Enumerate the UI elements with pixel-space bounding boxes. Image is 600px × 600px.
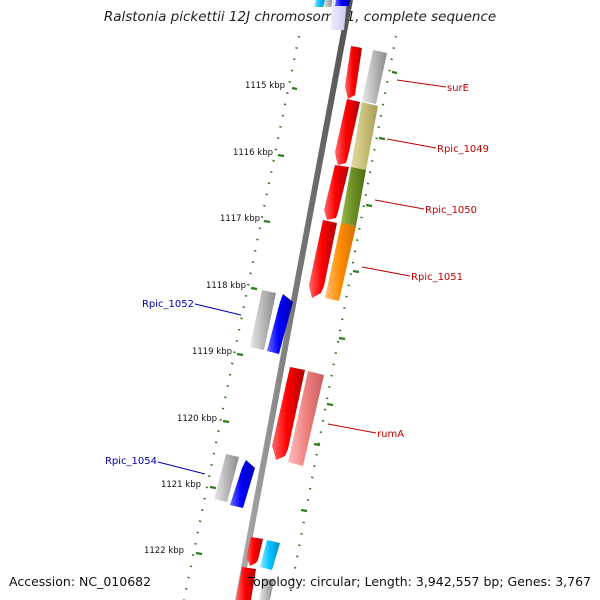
cds-rpic-1049: [335, 99, 360, 165]
scale-ticks: [195, 70, 398, 556]
map-title: Ralstonia pickettii 12J chromosome 1, co…: [103, 9, 497, 25]
tick-label: 1119 kbp: [192, 347, 232, 357]
cog-block-rpic-1052: [250, 290, 276, 350]
gene-label-rpic-1050[interactable]: Rpic_1050: [425, 205, 477, 216]
label-leader-rpic-1050: [374, 199, 425, 210]
label-leader-surE: [396, 79, 447, 88]
tick-label: 1120 kbp: [177, 414, 217, 424]
cog-block: [259, 578, 274, 600]
cds-feature: [335, 0, 350, 6]
cog-block-rumA: [288, 371, 324, 466]
label-leader-rumA: [327, 423, 377, 434]
label-leader-rpic-1054: [157, 461, 206, 475]
gene-label-rpic-1049[interactable]: Rpic_1049: [437, 144, 489, 155]
cog-block-rpic-1050: [341, 167, 366, 226]
gene-label-surE[interactable]: surE: [447, 83, 469, 94]
label-leader-rpic-1052: [194, 303, 242, 316]
cog-block-rpic-1051: [325, 223, 356, 301]
cog-block-rpic-1054: [214, 454, 239, 502]
gene-label-rpic-1052[interactable]: Rpic_1052: [142, 299, 194, 310]
cog-block-rpic-1049: [351, 102, 378, 170]
cds-feature: [236, 567, 256, 600]
gene-label-rpic-1051[interactable]: Rpic_1051: [411, 272, 463, 283]
inner-track-guide: [182, 35, 301, 600]
label-leader-rpic-1051: [361, 266, 411, 277]
tick-label: 1116 kbp: [233, 148, 273, 158]
chromosome-backbone: [235, 0, 353, 600]
tick-label: 1122 kbp: [144, 546, 184, 556]
cds-surE: [345, 46, 362, 99]
cds-feature: [330, 0, 347, 30]
cds-feature: [314, 0, 326, 7]
tick-label: 1118 kbp: [206, 281, 246, 291]
label-leader-rpic-1049: [386, 138, 437, 149]
tick-label: 1121 kbp: [161, 480, 201, 490]
cds-feature: [246, 537, 263, 566]
cds-rpic-1051: [309, 220, 337, 298]
cog-block-surE: [362, 50, 387, 104]
cog-block: [260, 540, 280, 570]
tick-label: 1115 kbp: [245, 81, 285, 91]
cds-rpic-1052: [267, 294, 293, 354]
tick-label: 1117 kbp: [220, 214, 260, 224]
sequence-summary: Topology: circular; Length: 3,942,557 bp…: [247, 574, 591, 589]
gene-label-rumA[interactable]: rumA: [377, 429, 404, 440]
cds-feature: [323, 0, 333, 7]
accession-text: Accession: NC_010682: [9, 574, 152, 589]
cds-rpic-1050: [324, 165, 349, 220]
cds-rumA: [272, 367, 305, 460]
gene-label-rpic-1054[interactable]: Rpic_1054: [105, 456, 157, 467]
cds-rpic-1054: [230, 460, 255, 508]
